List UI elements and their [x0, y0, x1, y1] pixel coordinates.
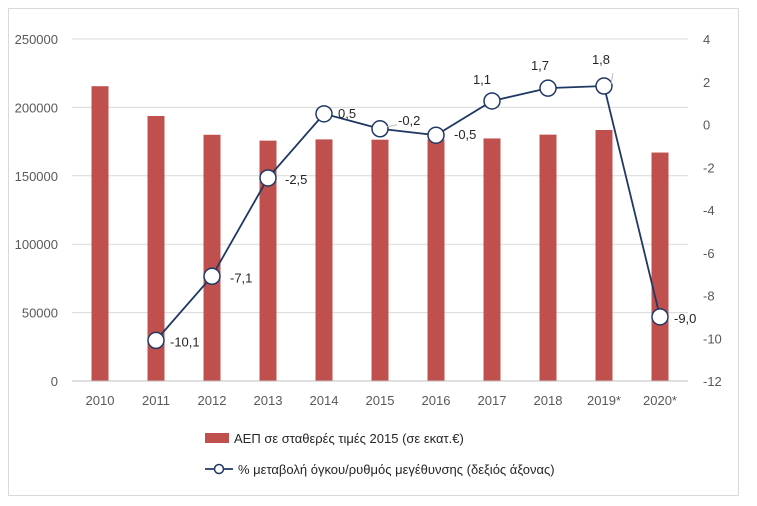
- left-axis-tick-label: 150000: [15, 169, 58, 184]
- growth-line: [155, 85, 661, 341]
- data-label: -9,0: [674, 311, 696, 326]
- bar: [595, 129, 613, 381]
- bar: [371, 139, 389, 381]
- x-axis-tick-label: 2017: [478, 393, 507, 408]
- data-label: 0,5: [338, 106, 356, 121]
- legend-item-line: % μεταβολή όγκου/ρυθμός μεγέθυνσης (δεξι…: [205, 462, 555, 477]
- x-axis-tick-label: 2013: [254, 393, 283, 408]
- legend: ΑΕΠ σε σταθερές τιμές 2015 (σε εκατ.€) %…: [205, 431, 555, 477]
- left-axis-tick-label: 50000: [22, 306, 58, 321]
- data-label: -2,5: [285, 172, 307, 187]
- x-axis-tick-label: 2012: [198, 393, 227, 408]
- x-axis-tick-label: 2020*: [643, 393, 677, 408]
- x-axis-tick-label: 2010: [86, 393, 115, 408]
- bar: [651, 152, 669, 381]
- line-series: [147, 77, 669, 350]
- line-marker: [371, 120, 389, 138]
- label-leader-line: [386, 124, 398, 128]
- line-marker: [483, 92, 501, 110]
- right-axis-tick-label: 2: [703, 75, 710, 90]
- right-axis-tick-label: 0: [703, 118, 710, 133]
- legend-item-bars: ΑΕΠ σε σταθερές τιμές 2015 (σε εκατ.€): [205, 431, 464, 446]
- line-marker: [539, 79, 557, 97]
- data-label: -10,1: [170, 334, 200, 349]
- data-label: -7,1: [230, 270, 252, 285]
- legend-swatch-marker: [213, 463, 225, 475]
- right-axis-tick-label: -12: [703, 374, 722, 389]
- bar: [483, 138, 501, 381]
- bar: [259, 140, 277, 381]
- chart-frame: [8, 8, 739, 496]
- line-marker: [315, 105, 333, 123]
- left-axis-tick-label: 0: [51, 374, 58, 389]
- data-label: 1,8: [592, 52, 610, 67]
- right-axis-tick-label: -6: [703, 246, 715, 261]
- line-marker: [427, 126, 445, 144]
- right-axis-tick-label: -10: [703, 331, 722, 346]
- x-axis-tick-label: 2018: [534, 393, 563, 408]
- line-marker: [595, 77, 613, 95]
- right-axis-tick-label: -2: [703, 160, 715, 175]
- x-axis-tick-label: 2015: [366, 393, 395, 408]
- label-leader-line: [610, 72, 614, 85]
- right-axis-tick-label: 4: [703, 32, 710, 47]
- left-axis-tick-label: 200000: [15, 100, 58, 115]
- x-axis-tick-label: 2014: [310, 393, 339, 408]
- data-label: -0,5: [454, 127, 476, 142]
- bar: [91, 86, 109, 382]
- line-marker: [203, 267, 221, 286]
- legend-label-bars: ΑΕΠ σε σταθερές τιμές 2015 (σε εκατ.€): [234, 431, 464, 446]
- bar: [539, 134, 557, 381]
- data-label: 1,1: [473, 72, 491, 87]
- bar: [203, 134, 221, 381]
- x-axis-tick-label: 2019*: [587, 393, 621, 408]
- data-label: 1,7: [531, 58, 549, 73]
- line-marker: [147, 331, 165, 350]
- right-axis-tick-label: -4: [703, 203, 715, 218]
- left-axis-tick-label: 100000: [15, 237, 58, 252]
- x-axis-tick-label: 2011: [142, 393, 170, 408]
- legend-swatch-bars: [205, 433, 229, 443]
- bar: [427, 139, 445, 381]
- line-marker: [259, 169, 277, 187]
- bar: [315, 139, 333, 381]
- legend-label-line: % μεταβολή όγκου/ρυθμός μεγέθυνσης (δεξι…: [238, 462, 555, 477]
- data-labels: -10,1 -7,1 -2,5 0,5 -0,2 -0,5 1,1 1,7 1,8 -9,0: [170, 52, 696, 349]
- line-marker: [651, 308, 669, 326]
- data-label: -0,2: [398, 113, 420, 128]
- x-axis-tick-label: 2016: [422, 393, 451, 408]
- left-axis-tick-label: 250000: [15, 32, 58, 47]
- right-axis-tick-label: -8: [703, 289, 715, 304]
- bar: [147, 116, 165, 381]
- axes: 0 50000 100000 150000 200000 250000 -12 -10 -8 -6…: [15, 32, 722, 408]
